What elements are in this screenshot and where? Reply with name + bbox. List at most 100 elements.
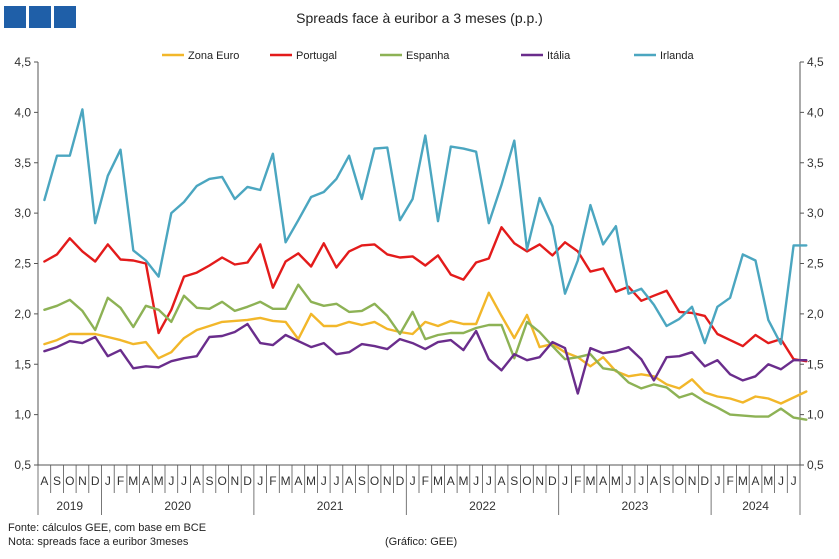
year-label: 2022 — [469, 499, 496, 513]
y-tick-label-right: 1,0 — [807, 408, 824, 422]
month-label: J — [638, 474, 644, 488]
month-label: N — [78, 474, 87, 488]
month-label: N — [688, 474, 697, 488]
y-tick-label-left: 1,5 — [14, 357, 31, 371]
month-label: D — [700, 474, 709, 488]
gee-logo — [4, 6, 76, 28]
series-line-it-lia — [43, 322, 808, 395]
month-label: S — [663, 474, 671, 488]
month-label: A — [142, 474, 150, 488]
month-label: J — [473, 474, 479, 488]
month-label: M — [128, 474, 138, 488]
logo-square-1 — [4, 6, 26, 28]
legend-label: Itália — [547, 50, 571, 62]
month-label: F — [422, 474, 429, 488]
month-label: J — [778, 474, 784, 488]
y-tick-label-right: 3,5 — [807, 156, 824, 170]
month-label: D — [243, 474, 252, 488]
month-label: A — [650, 474, 658, 488]
series-line-espanha — [43, 283, 808, 421]
legend-label: Zona Euro — [188, 50, 239, 62]
y-tick-label-left: 4,5 — [14, 55, 31, 69]
chart-series — [43, 108, 808, 421]
month-label: O — [65, 474, 74, 488]
month-label: O — [370, 474, 379, 488]
series-line-portugal — [43, 225, 808, 363]
source-note: Fonte: cálculos GEE, com base em BCE — [8, 522, 207, 534]
month-label: A — [294, 474, 302, 488]
y-tick-label-left: 3,0 — [14, 206, 31, 220]
month-label: J — [321, 474, 327, 488]
year-label: 2021 — [317, 499, 344, 513]
month-label: J — [333, 474, 339, 488]
month-label: N — [231, 474, 240, 488]
footnote: Nota: spreads face a euribor 3meses — [8, 536, 189, 548]
month-label: S — [358, 474, 366, 488]
month-label: M — [306, 474, 316, 488]
logo-square-2 — [29, 6, 51, 28]
month-label: J — [257, 474, 263, 488]
y-tick-label-right: 4,0 — [807, 105, 824, 119]
month-label: M — [738, 474, 748, 488]
y-tick-label-left: 0,5 — [14, 458, 31, 472]
chart-title: Spreads face à euribor a 3 meses (p.p.) — [296, 10, 543, 26]
month-label: J — [791, 474, 797, 488]
month-label: J — [105, 474, 111, 488]
legend-label: Espanha — [406, 50, 450, 62]
y-tick-label-right: 2,0 — [807, 307, 824, 321]
month-label: J — [626, 474, 632, 488]
month-label: S — [205, 474, 213, 488]
month-label: A — [447, 474, 455, 488]
month-label: D — [396, 474, 405, 488]
year-label: 2024 — [742, 499, 769, 513]
month-label: J — [168, 474, 174, 488]
month-label: A — [752, 474, 760, 488]
chart-credit: (Gráfico: GEE) — [385, 536, 458, 548]
month-label: M — [763, 474, 773, 488]
month-label: A — [40, 474, 48, 488]
y-tick-label-left: 2,5 — [14, 257, 31, 271]
month-label: S — [510, 474, 518, 488]
month-label: O — [675, 474, 684, 488]
legend-label: Irlanda — [660, 50, 695, 62]
month-label: S — [53, 474, 61, 488]
chart-legend: Zona Euro Portugal Espanha Itália Irlanda — [162, 50, 695, 62]
month-label: M — [281, 474, 291, 488]
month-label: F — [574, 474, 581, 488]
month-label: J — [181, 474, 187, 488]
month-label: A — [498, 474, 506, 488]
y-tick-label-left: 3,5 — [14, 156, 31, 170]
month-label: F — [269, 474, 276, 488]
series-line-zona-euro — [43, 291, 808, 405]
month-label: F — [726, 474, 733, 488]
month-label: M — [433, 474, 443, 488]
y-tick-label-right: 1,5 — [807, 357, 824, 371]
month-label: M — [611, 474, 621, 488]
year-label: 2019 — [56, 499, 83, 513]
month-label: J — [410, 474, 416, 488]
y-tick-label-right: 2,5 — [807, 257, 824, 271]
month-label: J — [486, 474, 492, 488]
month-label: O — [217, 474, 226, 488]
chart-axes: 0,5 0,5 1,0 1,0 1,5 1,5 2,0 2,0 2,5 2,5 3,0 3,0 3,5 3… — [14, 55, 824, 515]
month-label: A — [345, 474, 353, 488]
y-tick-label-right: 3,0 — [807, 206, 824, 220]
month-label: N — [383, 474, 392, 488]
y-tick-label-right: 4,5 — [807, 55, 824, 69]
year-label: 2020 — [164, 499, 191, 513]
y-tick-label-left: 1,0 — [14, 408, 31, 422]
y-tick-label-right: 0,5 — [807, 458, 824, 472]
month-label: F — [117, 474, 124, 488]
y-tick-label-left: 4,0 — [14, 105, 31, 119]
month-label: D — [91, 474, 100, 488]
month-label: M — [585, 474, 595, 488]
y-tick-label-left: 2,0 — [14, 307, 31, 321]
month-label: D — [548, 474, 557, 488]
month-label: A — [599, 474, 607, 488]
month-label: M — [458, 474, 468, 488]
legend-label: Portugal — [296, 50, 337, 62]
month-label: J — [714, 474, 720, 488]
year-label: 2023 — [622, 499, 649, 513]
month-label: M — [154, 474, 164, 488]
